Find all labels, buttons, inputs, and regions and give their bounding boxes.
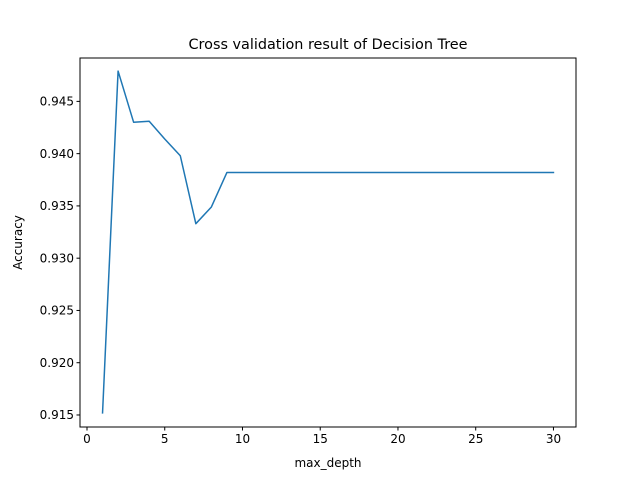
x-tick-label: 15	[313, 432, 328, 446]
y-axis: 0.915 0.920 0.925 0.930 0.935 0.940 0.945	[40, 95, 80, 422]
x-tick-label: 5	[161, 432, 169, 446]
y-tick-label: 0.940	[40, 147, 74, 161]
x-axis: 0 5 10 15 20 25 30	[83, 427, 561, 446]
y-tick-label: 0.935	[40, 199, 74, 213]
x-tick-label: 20	[390, 432, 405, 446]
plot-frame	[79, 57, 577, 428]
chart-title: Cross validation result of Decision Tree	[189, 37, 468, 53]
y-tick-label: 0.945	[40, 95, 74, 109]
x-tick-label: 0	[83, 432, 91, 446]
x-tick-label: 25	[468, 432, 483, 446]
y-tick-label: 0.925	[40, 304, 74, 318]
y-tick-label: 0.915	[40, 408, 74, 422]
y-tick-label: 0.920	[40, 356, 74, 370]
series-line	[101, 70, 555, 414]
plot-area	[101, 70, 555, 414]
x-tick-label: 30	[546, 432, 561, 446]
y-axis-label: Accuracy	[11, 215, 25, 270]
y-tick-label: 0.930	[40, 251, 74, 265]
x-axis-label: max_depth	[294, 456, 361, 470]
x-tick-label: 10	[235, 432, 250, 446]
